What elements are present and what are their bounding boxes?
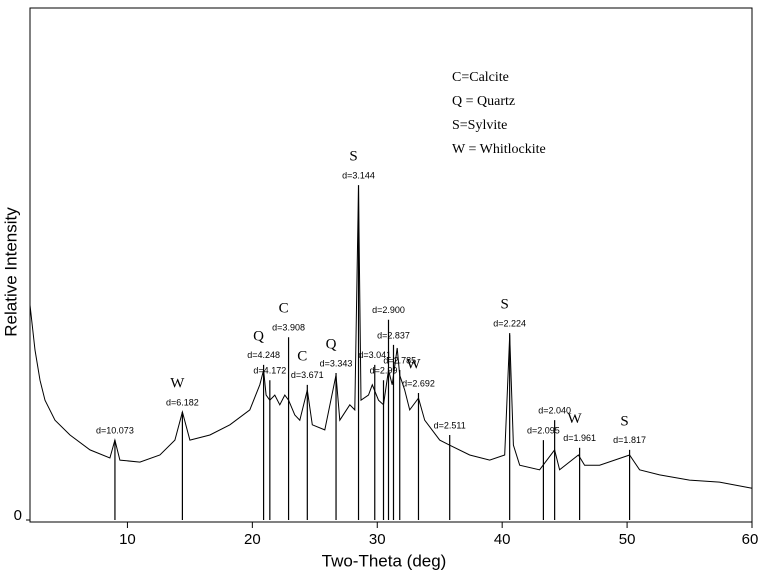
- y-tick-label: 0: [14, 507, 22, 524]
- x-tick-label: 20: [244, 531, 261, 548]
- phase-label: W: [568, 411, 583, 427]
- peak-d-label: d=2.040: [538, 406, 571, 416]
- peak-d-label: d=6.182: [166, 397, 199, 407]
- x-tick-label: 60: [742, 531, 759, 548]
- peak-d-label: d=3.041: [358, 350, 391, 360]
- phase-label: Q: [326, 336, 337, 352]
- peak-d-label: d=2.511: [434, 420, 466, 430]
- phase-label: W: [406, 356, 421, 372]
- peak-d-label: d=10.073: [96, 426, 134, 436]
- peak-d-label: d=2.837: [377, 330, 410, 340]
- legend-note: W = Whitlockite: [452, 142, 546, 157]
- peak-d-label: d=3.671: [291, 370, 324, 380]
- phase-label: C: [279, 301, 289, 317]
- peak-d-label: d=3.908: [272, 323, 305, 333]
- peak-d-label: d=2.900: [372, 305, 405, 315]
- phase-label: S: [349, 149, 357, 165]
- peak-d-label: d=2.095: [527, 426, 560, 436]
- peak-d-label: d=2.224: [493, 318, 526, 328]
- peak-d-label: d=2.692: [402, 378, 435, 388]
- legend-note: S=Sylvite: [452, 118, 507, 133]
- peak-d-label: d=1.961: [563, 433, 596, 443]
- x-tick-label: 10: [119, 531, 136, 548]
- x-tick-label: 40: [494, 531, 511, 548]
- peak-d-label: d=1.817: [613, 435, 646, 445]
- peak-d-label: d=2.785: [383, 355, 416, 365]
- phase-label: C: [297, 348, 307, 364]
- peak-d-label: d=3.343: [320, 358, 353, 368]
- peak-d-label: d=4.172: [253, 366, 286, 376]
- legend-note: Q = Quartz: [452, 94, 515, 109]
- x-tick-label: 30: [369, 531, 386, 548]
- peak-d-label: d=3.144: [342, 171, 375, 181]
- phase-label: Q: [253, 328, 264, 344]
- x-axis-label: Two-Theta (deg): [322, 551, 447, 570]
- peak-d-label: d=2.99: [370, 366, 398, 376]
- plot-frame: [29, 7, 753, 523]
- diffraction-trace: [29, 187, 753, 489]
- phase-label: W: [170, 375, 185, 391]
- phase-label: S: [620, 413, 628, 429]
- peak-d-label: d=4.248: [247, 350, 280, 360]
- x-tick-label: 50: [619, 531, 636, 548]
- legend-note: C=Calcite: [452, 70, 509, 85]
- phase-label: S: [500, 297, 508, 313]
- y-axis-label: Relative Intensity: [1, 207, 20, 337]
